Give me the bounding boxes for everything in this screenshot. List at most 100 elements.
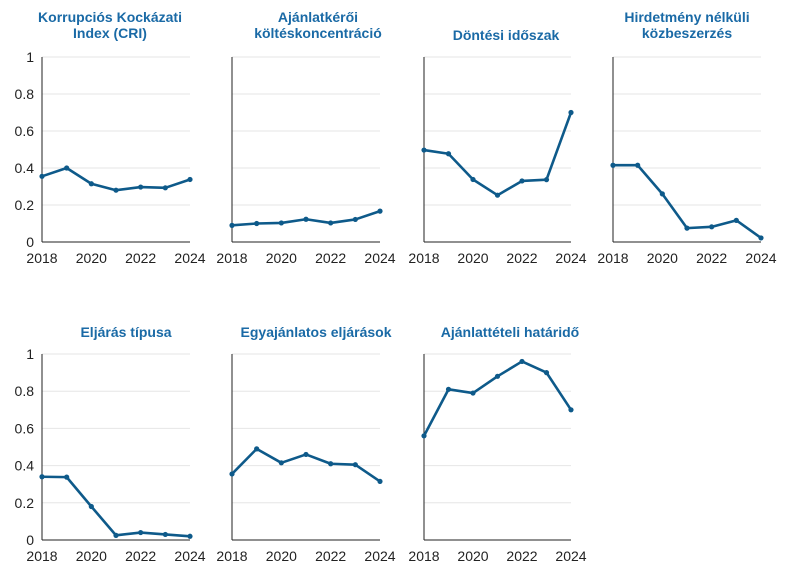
- data-point: [328, 461, 334, 467]
- x-tick-label: 2022: [125, 250, 156, 266]
- data-point: [494, 373, 501, 379]
- x-tick-label: 2018: [26, 548, 57, 564]
- y-tick-label: 0.6: [15, 123, 35, 139]
- y-tick-label: 0.4: [15, 160, 35, 176]
- data-point: [64, 474, 70, 480]
- panel-title: Ajánlattételi határidő: [441, 324, 579, 340]
- panel-title: költéskoncentráció: [254, 25, 382, 41]
- y-tick-label: 1: [26, 49, 34, 65]
- y-tick-label: 0.4: [15, 458, 35, 474]
- data-point: [64, 165, 70, 171]
- y-tick-label: 0.2: [15, 197, 35, 213]
- x-tick-label: 2024: [364, 250, 395, 266]
- x-tick-label: 2022: [315, 250, 346, 266]
- x-tick-label: 2024: [555, 250, 586, 266]
- chart-panel-5: 0 0.2 0.4 0.6 0.8 1 2018 2020 2022 2024 Eljárás tí…: [15, 324, 206, 564]
- series-line: [40, 475, 192, 538]
- data-point: [758, 235, 764, 241]
- x-tick-label: 2022: [315, 548, 346, 564]
- data-point: [470, 390, 476, 396]
- data-point: [113, 532, 119, 538]
- data-point: [88, 181, 94, 187]
- panel-title: közbeszerzés: [642, 25, 732, 41]
- data-point: [138, 529, 144, 536]
- data-point: [445, 386, 452, 392]
- chart-panel-7: 2018 2020 2022 2024 Ajánlattételi határidő: [408, 324, 586, 564]
- data-point: [543, 370, 550, 376]
- x-tick-label: 2018: [216, 548, 247, 564]
- data-point: [254, 446, 260, 452]
- x-tick-label: 2020: [76, 250, 107, 266]
- chart-panel-6: 2018 2020 2022 2024 Egyajánlatos eljárások: [216, 324, 395, 564]
- x-tick-label: 2024: [745, 250, 776, 266]
- y-tick-label: 0.8: [15, 86, 35, 102]
- data-point: [352, 462, 358, 468]
- data-point: [138, 184, 144, 190]
- x-tick-label: 2020: [457, 250, 488, 266]
- data-point: [421, 147, 427, 153]
- data-point: [278, 460, 284, 466]
- data-point: [162, 531, 168, 538]
- data-point: [519, 358, 525, 365]
- y-tick-label: 0: [26, 532, 34, 548]
- data-point: [543, 177, 550, 183]
- data-point: [568, 407, 574, 413]
- data-point: [377, 478, 383, 485]
- data-point: [568, 109, 574, 116]
- chart-panel-3: 2018 2020 2022 2024 Döntési időszak: [408, 27, 586, 266]
- chart-panel-4: 2018 2020 2022 2024 Hirdetmény nélküliközbes…: [597, 9, 776, 266]
- series-line: [40, 166, 192, 192]
- y-tick-label: 0.2: [15, 495, 35, 511]
- x-tick-label: 2022: [696, 250, 727, 266]
- data-point: [352, 216, 358, 223]
- data-point: [187, 533, 193, 539]
- data-point: [278, 220, 284, 226]
- data-point: [445, 151, 452, 157]
- x-tick-label: 2022: [125, 548, 156, 564]
- panel-title: Ajánlatkérői: [278, 9, 358, 25]
- chart-panel-2: 2018 2020 2022 2024 Ajánlatkérőiköltéskoncen…: [216, 9, 395, 266]
- panel-title: Egyajánlatos eljárások: [241, 324, 392, 340]
- x-tick-label: 2020: [457, 548, 488, 564]
- x-tick-label: 2022: [506, 250, 537, 266]
- y-tick-label: 1: [26, 346, 34, 362]
- panel-title: Index (CRI): [73, 25, 147, 41]
- data-point: [254, 220, 260, 227]
- panel-title: Döntési időszak: [453, 27, 560, 43]
- data-point: [684, 225, 690, 231]
- data-point: [229, 222, 235, 228]
- x-tick-label: 2018: [26, 250, 57, 266]
- panel-title: Eljárás típusa: [80, 324, 171, 340]
- x-tick-label: 2018: [408, 548, 439, 564]
- data-point: [229, 471, 235, 477]
- x-tick-label: 2020: [266, 548, 297, 564]
- data-point: [659, 191, 665, 197]
- x-tick-label: 2018: [408, 250, 439, 266]
- data-point: [88, 503, 94, 510]
- data-point: [303, 216, 309, 222]
- data-point: [113, 187, 119, 193]
- y-tick-label: 0.6: [15, 420, 35, 436]
- x-tick-label: 2020: [76, 548, 107, 564]
- data-point: [519, 178, 525, 184]
- data-point: [421, 433, 427, 439]
- data-point: [733, 217, 739, 223]
- y-tick-label: 0: [26, 234, 34, 250]
- x-tick-label: 2022: [506, 548, 537, 564]
- data-point: [635, 162, 641, 168]
- data-point: [303, 451, 309, 458]
- x-tick-label: 2020: [266, 250, 297, 266]
- data-point: [162, 185, 168, 191]
- data-point: [187, 176, 193, 183]
- x-tick-label: 2018: [597, 250, 628, 266]
- data-point: [39, 474, 45, 480]
- panel-title: Hirdetmény nélküli: [624, 9, 749, 25]
- y-tick-label: 0.8: [15, 383, 35, 399]
- data-point: [470, 176, 476, 183]
- data-point: [610, 162, 616, 168]
- x-tick-label: 2024: [174, 250, 205, 266]
- x-tick-label: 2024: [555, 548, 586, 564]
- x-tick-label: 2024: [364, 548, 395, 564]
- x-tick-label: 2024: [174, 548, 205, 564]
- x-tick-label: 2018: [216, 250, 247, 266]
